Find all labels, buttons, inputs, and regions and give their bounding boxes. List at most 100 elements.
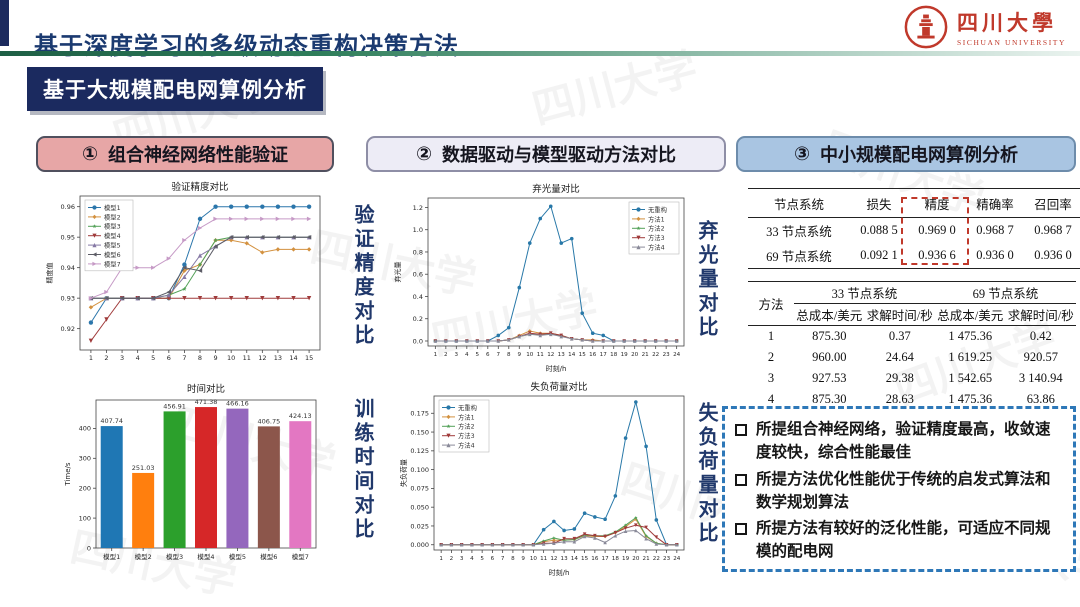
svg-text:模型4: 模型4 bbox=[104, 231, 121, 240]
svg-text:424.13: 424.13 bbox=[289, 412, 312, 420]
svg-text:方法2: 方法2 bbox=[458, 422, 475, 431]
svg-text:0.025: 0.025 bbox=[410, 522, 429, 530]
node-table-header: 精确率 bbox=[966, 188, 1024, 218]
table-row: 1 875.30 0.37 1 475.36 0.42 bbox=[748, 326, 1076, 348]
svg-text:6: 6 bbox=[167, 354, 171, 362]
table-row: 3 927.53 29.38 1 542.65 3 140.94 bbox=[748, 368, 1076, 389]
table-cell: 920.57 bbox=[1023, 350, 1058, 364]
svg-text:5: 5 bbox=[476, 352, 480, 358]
side-label-curtailment: 弃光量对比 bbox=[695, 220, 717, 340]
svg-text:9: 9 bbox=[214, 354, 218, 362]
svg-text:时刻/h: 时刻/h bbox=[549, 568, 570, 577]
table-cell: 24.64 bbox=[885, 350, 914, 364]
conclusion-text: 所提方法有较好的泛化性能，可适应不同规模的配电网 bbox=[756, 520, 1051, 561]
bar-模型7: 424.13 bbox=[289, 412, 312, 548]
svg-text:406.75: 406.75 bbox=[257, 417, 280, 425]
svg-text:22: 22 bbox=[653, 556, 660, 562]
svg-text:100: 100 bbox=[79, 514, 91, 522]
svg-text:1: 1 bbox=[434, 352, 438, 358]
table-cell: 0.42 bbox=[1029, 329, 1052, 343]
svg-text:2: 2 bbox=[104, 354, 108, 362]
conclusion-item: 所提方法有较好的泛化性能，可适应不同规模的配电网 bbox=[735, 517, 1063, 564]
bar-模型3: 456.91 bbox=[163, 402, 186, 548]
svg-text:0.050: 0.050 bbox=[410, 503, 429, 511]
table-cell: 1 475.36 bbox=[948, 392, 993, 406]
svg-text:15: 15 bbox=[581, 556, 589, 562]
table-cell: 3 140.94 bbox=[1018, 371, 1063, 385]
group-header-33: 33 节点系统 bbox=[794, 281, 935, 304]
svg-text:10: 10 bbox=[227, 354, 235, 362]
svg-text:方法3: 方法3 bbox=[458, 431, 475, 440]
node-table-header: 精度 bbox=[908, 188, 966, 218]
svg-text:24: 24 bbox=[673, 352, 681, 358]
table-cell: 875.30 bbox=[812, 329, 847, 343]
svg-text:12: 12 bbox=[258, 354, 266, 362]
svg-text:0.175: 0.175 bbox=[410, 410, 429, 418]
svg-text:22: 22 bbox=[652, 352, 659, 358]
section-label: 组合神经网络性能验证 bbox=[108, 145, 289, 165]
svg-text:0.92: 0.92 bbox=[61, 325, 75, 333]
square-bullet-icon bbox=[735, 424, 747, 436]
svg-text:9: 9 bbox=[521, 556, 525, 562]
svg-text:7: 7 bbox=[182, 354, 186, 362]
section-number: ① bbox=[81, 143, 99, 165]
series-方法4 bbox=[439, 528, 679, 547]
table-cell: 0.092 1 bbox=[860, 248, 898, 262]
svg-text:模型7: 模型7 bbox=[292, 552, 309, 561]
table-cell: 960.00 bbox=[812, 350, 847, 364]
svg-text:Time/s: Time/s bbox=[64, 462, 72, 486]
svg-text:4: 4 bbox=[470, 556, 474, 562]
svg-text:21: 21 bbox=[643, 556, 651, 562]
svg-text:1: 1 bbox=[89, 354, 93, 362]
svg-text:251.03: 251.03 bbox=[132, 464, 155, 472]
svg-text:0: 0 bbox=[87, 544, 91, 552]
bar-模型2: 251.03 bbox=[132, 464, 155, 548]
svg-text:466.16: 466.16 bbox=[226, 400, 249, 408]
svg-text:11: 11 bbox=[540, 556, 548, 562]
svg-text:0.93: 0.93 bbox=[61, 294, 75, 302]
svg-text:6: 6 bbox=[486, 352, 490, 358]
svg-text:0.6: 0.6 bbox=[413, 271, 423, 279]
table-cell: 63.86 bbox=[1026, 392, 1055, 406]
svg-text:模型1: 模型1 bbox=[103, 552, 120, 561]
svg-text:1.0: 1.0 bbox=[413, 226, 423, 234]
table-cell: 28.63 bbox=[885, 392, 914, 406]
svg-text:4: 4 bbox=[465, 352, 469, 358]
svg-text:14: 14 bbox=[571, 556, 579, 562]
svg-text:10: 10 bbox=[530, 556, 538, 562]
series-方法4 bbox=[433, 332, 679, 343]
svg-text:弃光量对比: 弃光量对比 bbox=[532, 183, 580, 195]
series-模型4 bbox=[88, 295, 312, 344]
subheader-time-69: 求解时间/秒 bbox=[1005, 303, 1076, 326]
section-chip-3: ③ 中小规模配电网算例分析 bbox=[736, 136, 1076, 172]
table-cell: 3 bbox=[767, 371, 775, 385]
node-table-header: 损失 bbox=[850, 188, 908, 218]
svg-text:3: 3 bbox=[455, 352, 459, 358]
sub-header-row: 总成本/美元 求解时间/秒 总成本/美元 求解时间/秒 bbox=[748, 303, 1076, 326]
method-col-header: 方法 bbox=[748, 281, 794, 326]
section-banner: 基于大规模配电网算例分析 bbox=[27, 67, 323, 111]
svg-text:8: 8 bbox=[511, 556, 515, 562]
table-cell: 2 bbox=[767, 350, 775, 364]
table-cell: 0.936 0 bbox=[1034, 248, 1072, 262]
svg-text:8: 8 bbox=[198, 354, 202, 362]
svg-text:9: 9 bbox=[517, 352, 521, 358]
node-table-header-row: 节点系统 损失 精度 精确率 召回率 bbox=[748, 188, 1080, 218]
svg-text:24: 24 bbox=[673, 556, 681, 562]
svg-text:17: 17 bbox=[600, 352, 608, 358]
series-模型6 bbox=[88, 234, 312, 301]
bar-模型4: 471.38 bbox=[195, 398, 217, 548]
section-number: ③ bbox=[793, 143, 811, 165]
svg-text:模型2: 模型2 bbox=[135, 552, 152, 561]
square-bullet-icon bbox=[735, 523, 747, 535]
svg-text:11: 11 bbox=[243, 354, 251, 362]
table-row: 33 节点系统 0.088 5 0.969 0 0.968 7 0.968 7 bbox=[748, 218, 1080, 244]
section-label: 数据驱动与模型驱动方法对比 bbox=[442, 145, 677, 165]
conclusion-item: 所提组合神经网络，验证精度最高，收敛速度较快，综合性能最佳 bbox=[735, 418, 1063, 465]
svg-text:13: 13 bbox=[561, 556, 569, 562]
svg-text:方法4: 方法4 bbox=[648, 243, 665, 252]
svg-text:失负荷量对比: 失负荷量对比 bbox=[530, 381, 587, 393]
conclusions-box: 所提组合神经网络，验证精度最高，收敛速度较快，综合性能最佳 所提方法优化性能优于传… bbox=[722, 406, 1076, 572]
svg-text:400: 400 bbox=[79, 425, 91, 433]
svg-text:5: 5 bbox=[480, 556, 484, 562]
